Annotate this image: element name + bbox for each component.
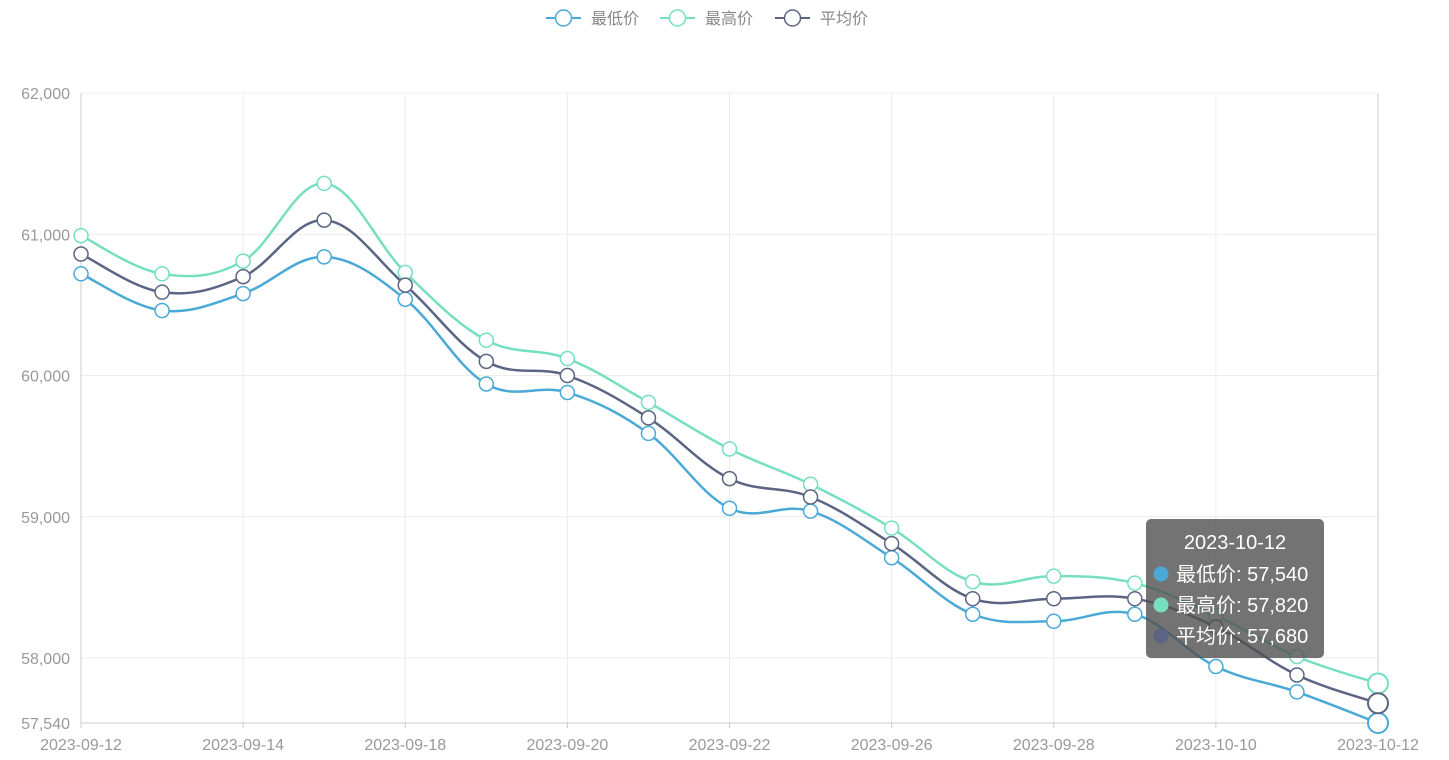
data-point[interactable]	[478, 353, 495, 370]
data-point[interactable]	[316, 175, 332, 192]
tooltip-background	[1146, 519, 1324, 658]
x-tick-label: 2023-09-22	[689, 737, 771, 754]
data-point[interactable]	[721, 441, 738, 457]
tooltip-marker	[1153, 597, 1169, 613]
data-point[interactable]	[883, 520, 900, 536]
tooltip-row: 最高价: 57,820	[1176, 594, 1308, 617]
x-tick-label: 2023-09-28	[1013, 737, 1095, 754]
legend-label: 平均价	[820, 10, 868, 28]
data-point[interactable]	[721, 470, 738, 487]
data-point[interactable]	[883, 549, 900, 566]
y-tick-label: 61,000	[21, 227, 70, 244]
data-point[interactable]	[1046, 590, 1062, 607]
data-point[interactable]	[1127, 606, 1143, 622]
data-point[interactable]	[154, 284, 170, 300]
x-tick-label: 2023-10-10	[1175, 737, 1257, 754]
tooltip-row: 平均价: 57,680	[1176, 625, 1308, 648]
data-point[interactable]	[964, 590, 981, 607]
y-tick-label: 62,000	[21, 86, 70, 103]
legend-label: 最高价	[705, 10, 753, 28]
data-point[interactable]	[1127, 575, 1143, 591]
legend-marker	[783, 9, 802, 27]
data-point[interactable]	[316, 249, 332, 265]
tooltip-marker	[1153, 628, 1169, 644]
data-point[interactable]	[235, 285, 251, 302]
legend-item-0[interactable]: 最低价	[546, 9, 639, 28]
y-tick-label: 60,000	[21, 369, 70, 386]
data-point[interactable]	[640, 410, 657, 426]
x-tick-label: 2023-09-20	[526, 737, 608, 754]
data-point[interactable]	[1046, 613, 1062, 630]
data-point[interactable]	[1208, 658, 1224, 675]
tooltip-row: 最低价: 57,540	[1176, 563, 1308, 586]
legend-item-1[interactable]: 最高价	[660, 9, 753, 28]
tooltip-title: 2023-10-12	[1184, 532, 1286, 554]
grid	[81, 92, 1378, 723]
data-point[interactable]	[235, 268, 251, 285]
tooltip: 2023-10-12 最低价: 57,540 最高价: 57,820 平均价: 57,…	[1146, 519, 1324, 658]
y-tick-label: 59,000	[21, 510, 70, 527]
data-point[interactable]	[640, 425, 657, 442]
x-tick-label: 2023-09-18	[364, 737, 446, 754]
tooltip-marker	[1153, 566, 1169, 582]
data-point[interactable]	[316, 212, 332, 228]
data-point[interactable]	[559, 384, 576, 401]
data-point[interactable]	[883, 535, 900, 552]
data-point[interactable]	[964, 606, 981, 622]
data-point[interactable]	[397, 277, 413, 293]
data-point[interactable]	[802, 503, 819, 519]
data-point[interactable]	[73, 246, 89, 262]
data-point[interactable]	[1127, 590, 1143, 607]
x-tick-label: 2023-10-12	[1337, 737, 1419, 754]
x-tick-label: 2023-09-12	[40, 737, 122, 754]
data-point[interactable]	[559, 350, 576, 367]
data-point[interactable]	[559, 367, 576, 384]
data-point[interactable]	[802, 476, 819, 493]
data-point[interactable]	[1289, 684, 1305, 700]
y-tick-label: 57,540	[21, 716, 70, 733]
data-point[interactable]	[154, 266, 170, 282]
tooltip-box: 2023-10-12 最低价: 57,540 最高价: 57,820 平均价: 57,…	[1146, 519, 1324, 658]
legend-marker	[554, 9, 573, 27]
data-point[interactable]	[1367, 672, 1389, 695]
data-point[interactable]	[397, 264, 413, 281]
data-point[interactable]	[73, 227, 89, 244]
legend-label: 最低价	[591, 10, 639, 28]
data-point[interactable]	[235, 253, 251, 269]
data-point[interactable]	[1367, 712, 1389, 734]
x-tick-label: 2023-09-26	[851, 737, 933, 754]
data-point[interactable]	[73, 266, 89, 282]
data-point[interactable]	[478, 332, 495, 348]
data-point[interactable]	[1289, 667, 1305, 683]
legend[interactable]: 最低价 最高价 平均价	[546, 9, 868, 28]
legend-item-2[interactable]: 平均价	[775, 9, 868, 28]
y-tick-label: 58,000	[21, 651, 70, 668]
legend-marker	[668, 9, 687, 27]
data-point[interactable]	[802, 489, 819, 505]
data-point[interactable]	[397, 291, 413, 307]
axes: 57,540 58,000 59,000 60,000 61,000 62,000 2023…	[21, 86, 1419, 754]
data-point[interactable]	[1046, 568, 1062, 584]
data-point[interactable]	[478, 376, 495, 392]
x-tick-label: 2023-09-14	[202, 737, 284, 754]
data-point[interactable]	[721, 500, 738, 517]
data-point[interactable]	[964, 573, 981, 590]
data-point[interactable]	[154, 302, 170, 319]
data-point[interactable]	[1367, 692, 1389, 715]
data-point[interactable]	[640, 394, 657, 411]
